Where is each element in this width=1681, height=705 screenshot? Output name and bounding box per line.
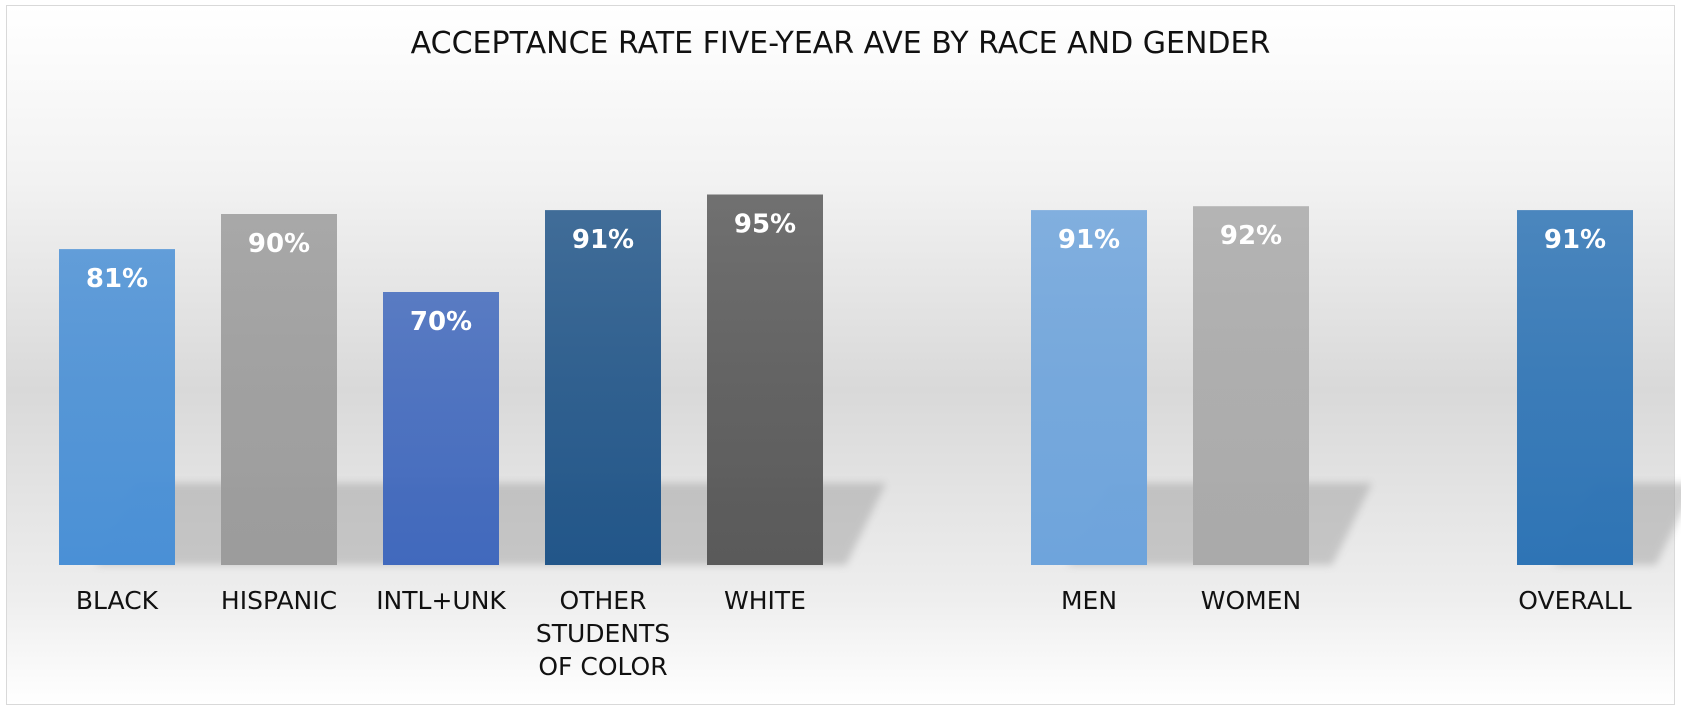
x-tick-label: INTL+UNK (376, 586, 506, 615)
value-label: 81% (86, 264, 148, 294)
x-tick-label: BLACK (75, 586, 159, 615)
chart-title: ACCEPTANCE RATE FIVE-YEAR AVE BY RACE AN… (410, 26, 1271, 61)
value-label: 92% (1220, 221, 1282, 251)
x-tick-label: HISPANIC (220, 586, 338, 615)
bar (1031, 210, 1147, 565)
bar (707, 194, 823, 565)
value-label: 70% (410, 307, 472, 337)
value-label: 91% (1058, 225, 1120, 255)
bar (1517, 210, 1633, 565)
x-tick-label: OTHER STUDENTS OF COLOR (535, 586, 671, 681)
x-tick-label: OVERALL (1518, 586, 1632, 615)
bar (545, 210, 661, 565)
bar (59, 249, 175, 565)
value-label: 91% (1544, 225, 1606, 255)
bar (221, 214, 337, 565)
x-tick-label: WHITE (724, 586, 806, 615)
x-tick-label: MEN (1060, 586, 1118, 615)
bar (383, 292, 499, 565)
bar (1193, 206, 1309, 565)
x-tick-label: WOMEN (1200, 586, 1302, 615)
value-label: 95% (734, 210, 796, 240)
value-label: 91% (572, 225, 634, 255)
value-label: 90% (248, 229, 310, 259)
